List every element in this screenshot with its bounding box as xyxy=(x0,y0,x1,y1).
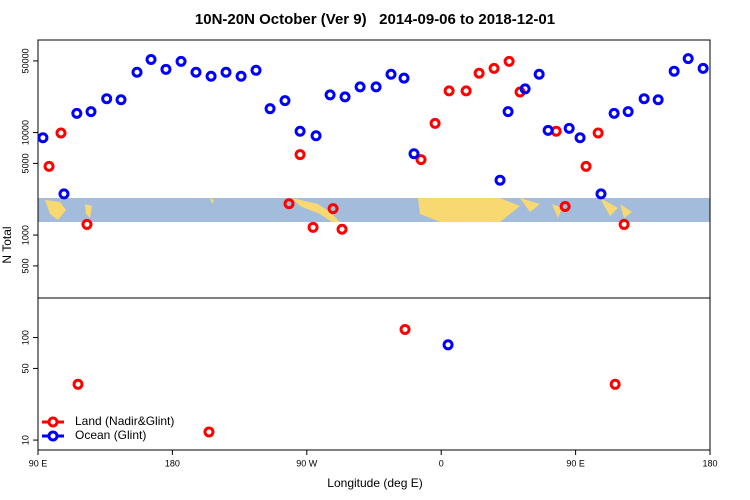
data-point xyxy=(43,160,55,172)
data-point xyxy=(408,148,420,160)
data-point xyxy=(533,68,545,80)
data-point xyxy=(442,339,454,351)
y-tick-label: 500 xyxy=(20,258,30,273)
x-tick-label: 90 E xyxy=(29,458,48,468)
data-point xyxy=(264,103,276,115)
data-point xyxy=(542,124,554,136)
data-point xyxy=(190,66,202,78)
data-point xyxy=(398,72,410,84)
data-point xyxy=(370,81,382,93)
data-point xyxy=(354,81,366,93)
data-point xyxy=(652,94,664,106)
legend-marker xyxy=(47,430,59,442)
x-tick-label: 90 W xyxy=(296,458,318,468)
data-point xyxy=(175,55,187,67)
data-point xyxy=(235,70,247,82)
x-tick-label: 180 xyxy=(702,458,717,468)
data-point xyxy=(327,203,339,215)
data-point xyxy=(638,93,650,105)
x-tick-label: 0 xyxy=(439,458,444,468)
data-point xyxy=(473,67,485,79)
y-tick-label: 100 xyxy=(20,330,30,345)
data-point xyxy=(592,127,604,139)
data-point xyxy=(101,93,113,105)
data-point xyxy=(58,188,70,200)
chart-title: 10N-20N October (Ver 9) 2014-09-06 to 20… xyxy=(195,11,555,28)
x-axis-label: Longitude (deg E) xyxy=(327,476,422,490)
data-point xyxy=(294,149,306,161)
data-point xyxy=(81,218,93,230)
data-point xyxy=(622,106,634,118)
data-point xyxy=(160,63,172,75)
data-point xyxy=(399,323,411,335)
data-point xyxy=(283,198,295,210)
data-point xyxy=(415,154,427,166)
y-tick-label: 1000 xyxy=(20,225,30,245)
plot-frame xyxy=(37,39,711,451)
data-point xyxy=(279,95,291,107)
data-point xyxy=(37,132,49,144)
data-point xyxy=(618,218,630,230)
data-point xyxy=(682,53,694,65)
data-point xyxy=(443,85,455,97)
data-point xyxy=(307,221,319,233)
data-point xyxy=(131,66,143,78)
data-point xyxy=(502,106,514,118)
data-point xyxy=(85,106,97,118)
data-point xyxy=(503,55,515,67)
map-band xyxy=(38,198,710,222)
data-point xyxy=(608,107,620,119)
data-point xyxy=(429,117,441,129)
data-point xyxy=(385,68,397,80)
data-point xyxy=(519,83,531,95)
data-point xyxy=(205,70,217,82)
y-tick-label: 50 xyxy=(20,363,30,373)
data-point xyxy=(488,62,500,74)
data-point xyxy=(71,107,83,119)
x-tick-label: 90 E xyxy=(566,458,585,468)
y-tick-label: 10000 xyxy=(20,120,30,145)
y-tick-label: 5000 xyxy=(20,153,30,173)
data-point xyxy=(310,130,322,142)
data-point xyxy=(697,62,709,74)
data-point xyxy=(563,122,575,134)
legend-label: Land (Nadir&Glint) xyxy=(75,414,174,428)
data-point xyxy=(336,223,348,235)
data-point xyxy=(250,64,262,76)
data-point xyxy=(574,132,586,144)
y-tick-label: 10 xyxy=(20,435,30,445)
data-point xyxy=(145,54,157,66)
y-axis-label: N Total xyxy=(0,226,14,263)
legend-marker xyxy=(47,416,59,428)
data-point xyxy=(595,188,607,200)
data-point xyxy=(494,174,506,186)
data-point xyxy=(115,94,127,106)
data-point xyxy=(668,65,680,77)
data-point xyxy=(460,85,472,97)
data-point xyxy=(339,91,351,103)
data-point xyxy=(559,200,571,212)
data-point xyxy=(220,66,232,78)
data-point xyxy=(609,378,621,390)
data-point xyxy=(203,426,215,438)
data-point xyxy=(294,125,306,137)
data-point xyxy=(324,89,336,101)
data-point xyxy=(72,378,84,390)
x-tick-label: 180 xyxy=(165,458,180,468)
legend-label: Ocean (Glint) xyxy=(75,428,146,442)
data-point xyxy=(580,160,592,172)
data-point xyxy=(55,127,67,139)
y-tick-label: 50000 xyxy=(20,48,30,73)
